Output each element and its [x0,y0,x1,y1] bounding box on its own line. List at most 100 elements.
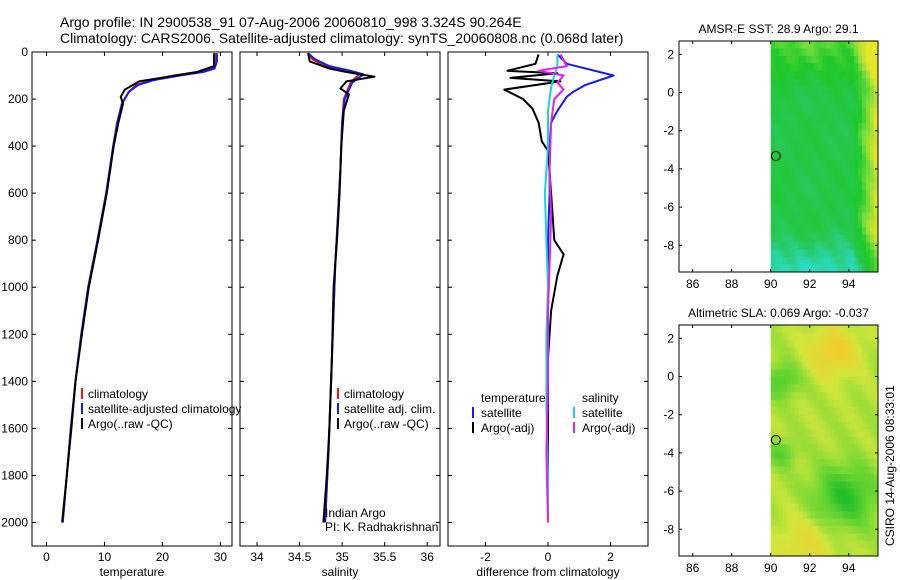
sst_map-cell [846,242,851,251]
sla_map-cell [814,436,819,445]
sst_map-cell [830,122,835,131]
sla_map-cell [782,362,787,371]
sla_map-cell [822,459,827,467]
sst_map-cell [806,204,811,213]
sst_map-cell [838,130,843,139]
sst_map-cell [806,93,811,102]
sst_map-cell [822,78,827,87]
sla_map-cell [818,503,823,512]
sla_map-cell [826,541,831,549]
figure-title-line1: Argo profile: IN 2900538_91 07-Aug-2006 … [60,14,522,30]
sla_map-cell [838,392,843,400]
sst_map-cell [786,130,791,139]
sla_map-cell [842,339,847,348]
sst_map-cell [870,197,875,206]
sst_map-cell [870,152,875,161]
sst_map-cell [874,190,879,198]
sla_map-cell [874,421,879,430]
sst_map-cell [786,242,791,251]
sst_map-cell [778,167,784,176]
sla_map-cell [822,421,827,430]
sst_map-cell [798,219,803,228]
sla_map-cell [874,392,879,400]
sst_map-cell [834,137,839,146]
sla_map-cell [814,503,819,512]
sst_map-cell [786,227,791,236]
sst_map-cell [770,152,776,161]
sla_map-cell [770,429,776,438]
sla_map-cell [866,496,871,505]
sla_map-cell [802,451,807,460]
sla_map-cell [798,325,803,333]
sla_map-cell [862,362,867,371]
sst_map-cell [774,167,780,176]
sla_map-cell [778,325,784,333]
sst_map-cell [834,219,839,228]
sst_map-cell [774,100,780,109]
sst_map-cell [830,242,835,251]
sst_map-cell [854,152,859,161]
sla_map-cell [802,339,807,348]
sla_map-cell [862,339,867,348]
sla_map-cell [794,459,799,467]
temperature-xtick-label-2: 20 [156,550,170,564]
sst_map-cell [862,115,867,124]
salinity-legend-label-1: satellite adj. clim. [344,402,435,416]
sla_map-cell [814,518,819,527]
sst_map-cell [802,48,807,57]
sla_map-cell [794,474,799,482]
sst_map-cell [870,257,875,265]
sst_map-cell [862,130,867,139]
sla_map-cell [806,459,811,467]
sla_map-cell [806,541,811,549]
sst_map-cell [782,145,787,154]
sla_map-cell [846,325,851,333]
sst_map-cell [838,137,843,146]
sla_map-cell [826,459,831,467]
sst_map-cell [790,55,795,64]
sla_map-cell [774,354,780,363]
sla_map-cell [778,488,784,497]
sla_map-cell [838,466,843,475]
sst_map-cell [854,257,859,265]
sst_map-cell [782,219,787,228]
sst_map-cell [834,175,839,183]
sst_map-cell [834,212,839,221]
sla_map-cell [854,474,859,482]
sla_map-cell [854,459,859,467]
sla_map-cell [786,474,791,482]
sst_map-cell [850,122,855,131]
sla_map-cell [834,518,839,527]
sla_map-cell [774,444,780,453]
sla_map-cell [822,466,827,475]
sla_map-cell [858,347,863,356]
sla_map-cell [774,496,780,505]
sla_map-cell [782,347,787,356]
sst_map-cell [874,152,879,161]
sla_map-cell [822,347,827,356]
sst_map-cell [858,242,863,251]
sst_map-cell [858,100,863,109]
sst_map-cell [798,93,803,102]
sst_map-cell [842,152,847,161]
sla_map-cell [862,377,867,386]
sst_map-cell [830,264,835,273]
sst_map-cell [798,167,803,176]
sst_map-cell [870,190,875,198]
sla_map-cell [826,325,831,333]
sst_map-cell [790,100,795,109]
sla_map-cell [866,533,871,542]
sla_map-cell [842,511,847,520]
sla_map-cell [814,421,819,430]
sla_map-cell [782,481,787,490]
sst_map-cell [790,264,795,273]
sla_map-cell [822,511,827,520]
sla_map-cell [794,481,799,490]
sst_map-cell [782,212,787,221]
sla_map-cell [822,488,827,497]
sst_map-cell [834,152,839,161]
sst_map-cell [822,63,827,72]
sla_map-cell [862,332,867,341]
sst_map-cell [858,257,863,265]
sla_map-cell [874,466,879,475]
